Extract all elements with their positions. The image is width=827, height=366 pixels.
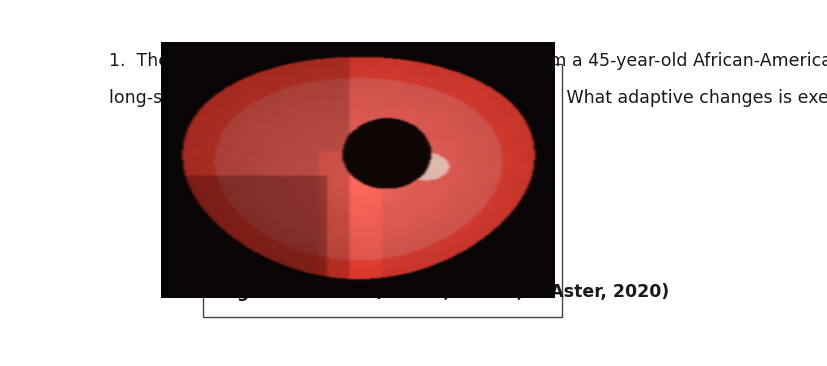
Text: 1.  The illustration shows a section of the heart from a 45-year-old African-Ame: 1. The illustration shows a section of t… <box>108 52 827 70</box>
Text: Figure 1. Heart (Kumar, Abbas, & Aster, 2020): Figure 1. Heart (Kumar, Abbas, & Aster, … <box>218 283 668 301</box>
Text: long-standing hypertension who died of a “stroke”.  What adaptive changes is exe: long-standing hypertension who died of a… <box>108 89 827 107</box>
FancyBboxPatch shape <box>203 64 562 317</box>
